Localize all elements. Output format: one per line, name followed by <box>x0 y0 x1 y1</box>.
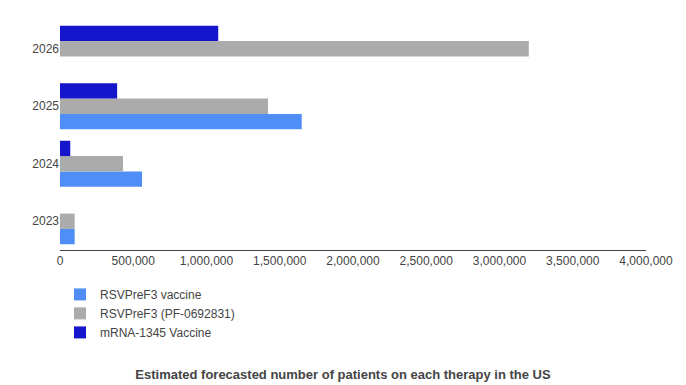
svg-text:2025: 2025 <box>32 99 59 113</box>
svg-text:Estimated forecasted number of: Estimated forecasted number of patients … <box>135 367 551 382</box>
svg-text:2023: 2023 <box>32 214 59 228</box>
svg-text:1,500,000: 1,500,000 <box>253 254 307 268</box>
svg-text:1,000,000: 1,000,000 <box>180 254 234 268</box>
svg-text:RSVPreF3 vaccine: RSVPreF3 vaccine <box>100 288 202 302</box>
svg-text:2024: 2024 <box>32 157 59 171</box>
svg-text:4,000,000: 4,000,000 <box>619 254 673 268</box>
svg-text:2,500,000: 2,500,000 <box>400 254 454 268</box>
svg-text:2,000,000: 2,000,000 <box>326 254 380 268</box>
svg-text:3,000,000: 3,000,000 <box>473 254 527 268</box>
svg-text:3,500,000: 3,500,000 <box>546 254 600 268</box>
svg-text:0: 0 <box>57 254 64 268</box>
svg-text:2026: 2026 <box>32 42 59 56</box>
svg-text:500,000: 500,000 <box>112 254 156 268</box>
svg-text:mRNA-1345 Vaccine: mRNA-1345 Vaccine <box>100 326 211 340</box>
svg-text:RSVPreF3 (PF-0692831): RSVPreF3 (PF-0692831) <box>100 307 235 321</box>
